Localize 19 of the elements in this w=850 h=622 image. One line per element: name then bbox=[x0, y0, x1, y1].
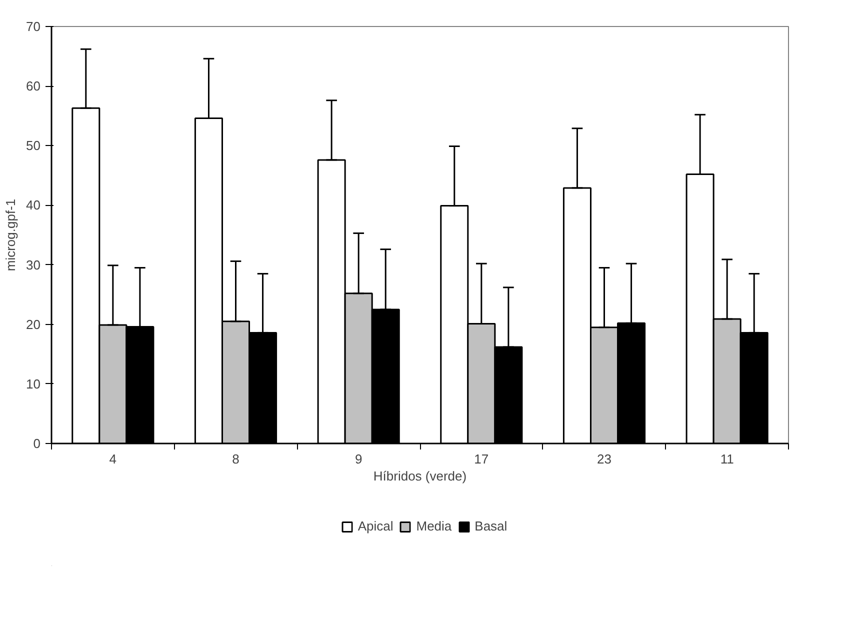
x-tick-label: 11 bbox=[720, 452, 734, 466]
y-tick-label: 20 bbox=[26, 316, 41, 332]
legend-label: Media bbox=[416, 518, 452, 534]
y-tick-label: 0 bbox=[33, 436, 41, 451]
y-tick-label: 70 bbox=[26, 19, 41, 34]
y-tick-label: 30 bbox=[26, 257, 41, 272]
y-tick-label: 10 bbox=[26, 376, 41, 392]
y-tick-label: 60 bbox=[26, 78, 41, 94]
x-axis-title: Híbridos (verde) bbox=[373, 468, 467, 484]
x-tick-label: 17 bbox=[474, 452, 489, 466]
y-axis-title: microg.gpf-1 bbox=[3, 198, 18, 272]
legend-label: Basal bbox=[474, 518, 508, 534]
x-tick-label: 9 bbox=[354, 452, 362, 466]
y-tick-label: 40 bbox=[26, 198, 41, 213]
x-tick-label: 4 bbox=[109, 452, 117, 466]
x-tick-label: 23 bbox=[597, 452, 612, 466]
y-tick-label: 50 bbox=[26, 138, 41, 154]
x-tick-label: 8 bbox=[232, 452, 240, 466]
legend-label: Apical bbox=[358, 518, 394, 534]
